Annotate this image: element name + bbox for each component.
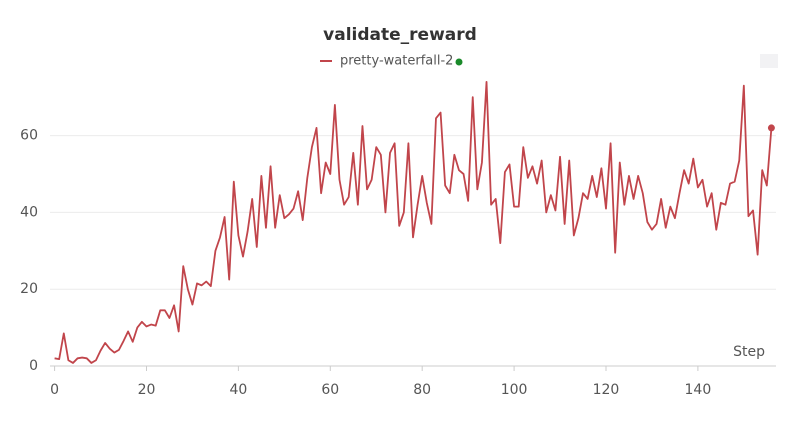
x-tick-label: 60: [321, 382, 339, 398]
x-tick-label: 80: [413, 382, 431, 398]
x-tick-label: 40: [229, 382, 247, 398]
x-tick-label: 100: [501, 382, 528, 398]
toolbar-box[interactable]: [760, 54, 778, 68]
series-line: [54, 80, 773, 364]
y-tick-label: 0: [29, 358, 38, 374]
status-dot: [455, 58, 463, 66]
chart-title: validate_reward: [323, 25, 477, 45]
x-axis-label: Step: [733, 344, 765, 360]
legend-label: pretty-waterfall-2: [340, 54, 453, 69]
y-tick-label: 60: [20, 128, 38, 144]
last-point: [767, 124, 775, 132]
y-tick-label: 40: [20, 204, 38, 220]
y-tick-label: 20: [20, 281, 38, 297]
x-tick-label: 120: [593, 382, 620, 398]
x-tick-label: 20: [138, 382, 156, 398]
x-tick-label: 0: [50, 382, 59, 398]
x-tick-label: 140: [685, 382, 712, 398]
